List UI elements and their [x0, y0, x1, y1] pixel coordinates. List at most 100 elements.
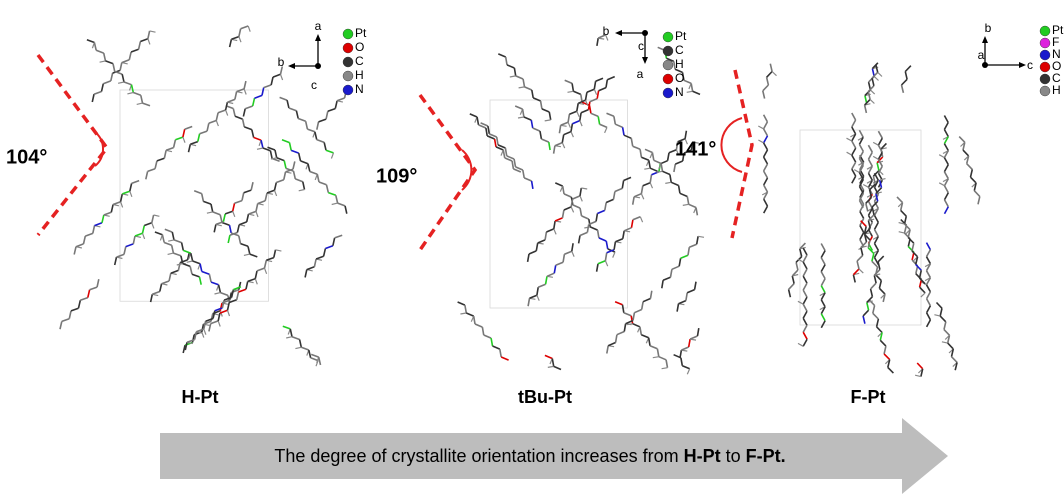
molecule-bond	[549, 112, 550, 120]
molecule-bond	[803, 255, 807, 262]
molecule-bond	[211, 282, 219, 285]
molecule-bond	[164, 243, 172, 246]
molecule-bond	[821, 272, 825, 279]
molecule-bond	[220, 215, 222, 223]
molecule-bond	[193, 261, 201, 264]
molecule-bond	[532, 90, 533, 98]
molecule-bond	[764, 206, 768, 213]
molecule-bond	[764, 129, 768, 136]
molecule-bond	[821, 314, 825, 321]
molecule-bond	[616, 335, 617, 343]
molecule-bond	[644, 168, 650, 169]
molecule-bond	[173, 253, 181, 256]
molecule-bond	[152, 215, 154, 223]
molecule-bond	[111, 205, 113, 213]
legend-sphere	[343, 57, 353, 67]
molecule-bond	[154, 215, 160, 216]
molecule-bond	[549, 142, 550, 150]
molecule-bond	[564, 194, 571, 197]
molecule-bond	[872, 78, 874, 86]
legend-label: O	[355, 40, 364, 54]
molecule-bond	[239, 282, 241, 290]
molecule-bond	[345, 206, 347, 214]
molecule-bond	[687, 290, 694, 293]
molecule-bond	[871, 289, 873, 297]
molecule-bond	[97, 279, 99, 287]
molecule-bond	[218, 110, 226, 113]
molecule-bond	[866, 203, 868, 211]
molecule-bond	[120, 63, 122, 71]
molecule-bond	[559, 125, 560, 133]
molecule-bond	[580, 121, 582, 127]
molecule-bond	[482, 327, 483, 335]
molecule-bond	[248, 246, 250, 254]
molecule-bond	[641, 335, 648, 338]
molecule-bond	[905, 66, 911, 72]
molecule-bond	[939, 155, 944, 158]
molecule-bond	[698, 328, 699, 336]
molecule-bond	[597, 91, 598, 99]
molecule-bond	[183, 137, 185, 143]
molecule-bond	[192, 274, 200, 277]
molecule-bond	[254, 137, 262, 140]
molecule-bond	[162, 281, 170, 284]
molecule-bond	[139, 42, 141, 50]
molecule-bond	[255, 95, 263, 98]
molecule-bond	[940, 308, 942, 316]
molecule-bond	[256, 211, 258, 217]
molecule-bond	[860, 233, 864, 240]
legend-sphere	[343, 43, 353, 53]
axis-arrowhead	[288, 63, 295, 69]
molecule-bond	[870, 99, 874, 103]
molecule-bond	[257, 268, 265, 271]
molecule-bond	[239, 236, 241, 244]
molecule-bond	[486, 128, 487, 136]
molecule-bond	[572, 121, 579, 124]
molecule-bond	[131, 49, 139, 52]
molecule-bond	[599, 238, 606, 241]
legend-sphere	[343, 85, 353, 95]
molecule-bond	[852, 127, 856, 134]
legend-sphere	[343, 71, 353, 81]
molecule-bond	[80, 298, 88, 301]
molecule-bond	[650, 175, 651, 183]
molecule-bond	[305, 270, 307, 278]
molecule-bond	[315, 132, 317, 140]
molecule-bond	[798, 343, 803, 346]
molecule-bond	[927, 285, 931, 292]
molecule-bond	[311, 354, 319, 357]
molecule-bond	[299, 153, 301, 161]
molecule-bond	[662, 368, 668, 369]
molecule-bond	[640, 327, 641, 335]
molecule-bond	[275, 183, 277, 191]
molecule-bond	[118, 82, 124, 83]
molecule-bond	[326, 150, 334, 153]
molecule-bond	[582, 216, 589, 219]
molecule-bond	[130, 191, 132, 197]
molecule-bond	[172, 245, 174, 253]
molecule-bond	[137, 103, 143, 104]
molecule-bond	[579, 236, 580, 244]
molecule-bond	[622, 181, 623, 189]
molecule-bond	[162, 235, 164, 243]
molecule-bond	[519, 87, 525, 88]
molecule-bond	[503, 150, 504, 158]
molecule-bond	[132, 85, 134, 93]
molecule-bond	[555, 218, 562, 221]
molecule-bond	[641, 186, 642, 194]
molecule-bond	[803, 276, 807, 283]
molecule-bond	[695, 282, 696, 290]
molecule-bond	[770, 64, 772, 72]
molecule-bond	[209, 274, 211, 282]
molecule-bond	[216, 113, 218, 121]
molecule-bond	[241, 26, 249, 29]
molecule-bond	[129, 52, 131, 60]
molecule-bond	[484, 335, 491, 338]
molecule-bond	[607, 113, 614, 116]
molecule-bond	[571, 132, 573, 138]
molecule-bond	[143, 226, 145, 234]
molecule-bond	[523, 79, 524, 87]
molecule-bond	[633, 313, 634, 321]
molecule-bond	[598, 261, 605, 264]
molecule-bond	[665, 182, 671, 183]
